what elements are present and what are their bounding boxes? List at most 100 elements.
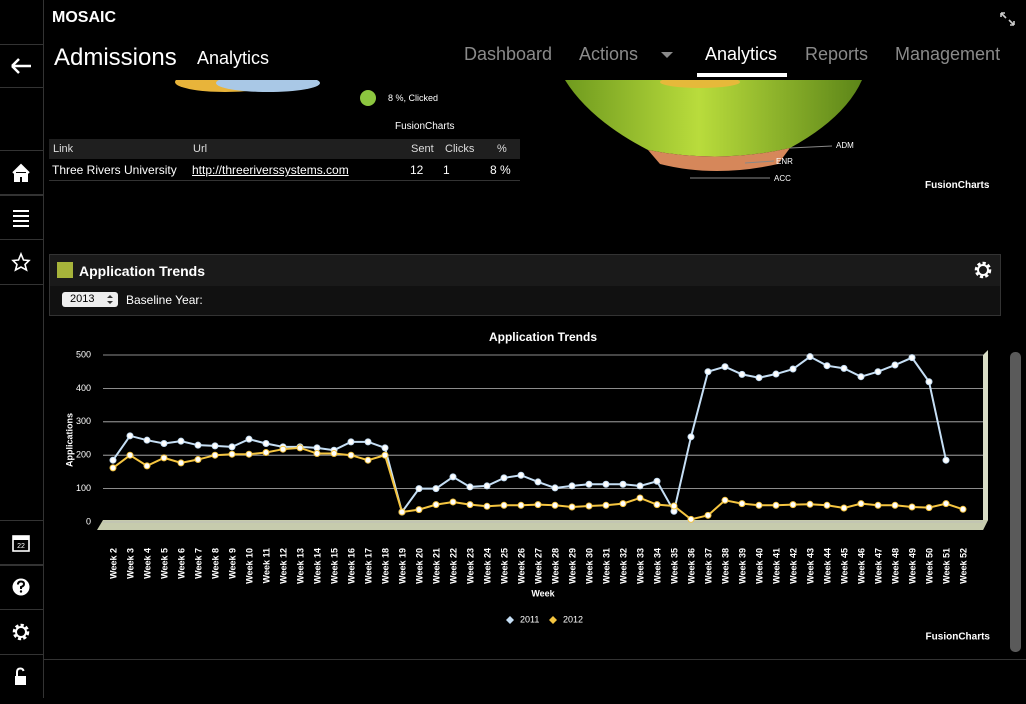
data-point bbox=[449, 473, 457, 481]
data-point bbox=[636, 494, 644, 502]
nav-item[interactable]: Analytics bbox=[705, 44, 778, 64]
line-chart: Application Trends Applications Week Fusion… bbox=[64, 330, 991, 643]
table-cell: 1 bbox=[443, 163, 450, 177]
funnel-bottom bbox=[648, 148, 790, 171]
data-point bbox=[602, 480, 610, 488]
x-tick-label: Week 36 bbox=[686, 548, 696, 584]
data-point bbox=[534, 501, 542, 509]
table-link[interactable]: http://threeriverssystems.com bbox=[192, 163, 349, 177]
top-charts bbox=[175, 80, 862, 179]
back-button[interactable] bbox=[0, 44, 43, 88]
funnel-credit: FusionCharts bbox=[925, 180, 990, 191]
x-axis-label: Week bbox=[531, 588, 555, 598]
x-tick-label: Week 50 bbox=[924, 548, 934, 584]
data-point bbox=[194, 456, 202, 464]
legend-label: 2011 bbox=[520, 614, 539, 624]
data-point bbox=[823, 362, 831, 370]
data-point bbox=[806, 500, 814, 508]
data-point bbox=[500, 474, 508, 482]
data-point bbox=[619, 500, 627, 508]
x-tick-label: Week 32 bbox=[618, 548, 628, 584]
data-point bbox=[347, 438, 355, 446]
x-tick-label: Week 17 bbox=[363, 548, 373, 584]
y-axis-label: Applications bbox=[64, 413, 74, 467]
data-point bbox=[959, 505, 967, 513]
nav-item[interactable]: Dashboard bbox=[464, 44, 553, 64]
data-point bbox=[551, 484, 559, 492]
data-point bbox=[534, 478, 542, 486]
x-tick-label: Week 25 bbox=[499, 548, 509, 584]
table-row bbox=[49, 159, 520, 181]
lock-button[interactable] bbox=[0, 654, 43, 699]
data-point bbox=[109, 464, 117, 472]
table-cell: 8 % bbox=[490, 163, 511, 177]
scrollbar[interactable] bbox=[1010, 352, 1021, 652]
actions-caret[interactable] bbox=[660, 51, 674, 59]
x-tick-label: Week 48 bbox=[890, 548, 900, 584]
calendar-button[interactable]: 22 bbox=[0, 520, 43, 566]
data-point bbox=[908, 354, 916, 362]
data-point bbox=[177, 459, 185, 467]
data-point bbox=[194, 441, 202, 449]
chart-title: Application Trends bbox=[489, 330, 597, 344]
x-tick-label: Week 45 bbox=[839, 548, 849, 584]
funnel-label: ENR bbox=[776, 157, 793, 166]
page-title: Admissions bbox=[54, 44, 177, 71]
x-tick-label: Week 28 bbox=[550, 548, 560, 584]
x-tick-label: Week 2 bbox=[108, 548, 118, 579]
chart-credit: FusionCharts bbox=[926, 632, 991, 643]
nav-item[interactable]: Reports bbox=[805, 44, 869, 64]
data-point bbox=[619, 480, 627, 488]
data-point bbox=[228, 450, 236, 458]
data-point bbox=[942, 456, 950, 464]
baseline-label: Baseline Year: bbox=[126, 293, 203, 307]
data-point bbox=[296, 444, 304, 452]
funnel-top bbox=[660, 80, 740, 88]
data-point bbox=[313, 444, 321, 452]
data-point bbox=[772, 370, 780, 378]
x-tick-label: Week 46 bbox=[856, 548, 866, 584]
data-point bbox=[653, 501, 661, 509]
home-button[interactable] bbox=[0, 150, 43, 196]
y-tick-label: 500 bbox=[76, 349, 91, 359]
nav-item[interactable]: Actions bbox=[579, 44, 639, 64]
x-tick-label: Week 26 bbox=[516, 548, 526, 584]
legend-label: 2012 bbox=[563, 614, 583, 624]
data-point bbox=[483, 482, 491, 490]
x-tick-label: Week 9 bbox=[227, 548, 237, 579]
data-point bbox=[857, 373, 865, 381]
expand-icon[interactable] bbox=[998, 10, 1018, 28]
panel-settings[interactable] bbox=[972, 259, 994, 281]
data-point bbox=[517, 501, 525, 509]
x-tick-label: Week 21 bbox=[431, 548, 441, 584]
year-select[interactable]: 2013 bbox=[62, 292, 118, 307]
x-tick-label: Week 20 bbox=[414, 548, 424, 584]
data-point bbox=[772, 501, 780, 509]
x-tick-label: Week 8 bbox=[210, 548, 220, 579]
y-tick-label: 0 bbox=[86, 516, 91, 526]
data-point bbox=[262, 440, 270, 448]
x-tick-label: Week 37 bbox=[703, 548, 713, 584]
y-tick-label: 400 bbox=[76, 383, 91, 393]
back-icon bbox=[11, 58, 31, 74]
data-point bbox=[109, 456, 117, 464]
data-point bbox=[823, 501, 831, 509]
favorites-button[interactable] bbox=[0, 239, 43, 285]
data-point bbox=[364, 456, 372, 464]
nav-item[interactable]: Management bbox=[895, 44, 1001, 64]
data-point bbox=[347, 451, 355, 459]
data-point bbox=[211, 442, 219, 450]
table-cell: Three Rivers University bbox=[52, 163, 177, 177]
chart-wall bbox=[983, 350, 988, 530]
x-tick-label: Week 15 bbox=[329, 548, 339, 584]
data-point bbox=[874, 501, 882, 509]
top-bar: MOSAIC Admissions Analytics Dashboard Act… bbox=[44, 0, 1026, 80]
table-header: Clicks bbox=[445, 143, 475, 155]
x-tick-label: Week 49 bbox=[907, 548, 917, 584]
x-tick-label: Week 11 bbox=[261, 548, 271, 583]
data-point bbox=[432, 501, 440, 509]
panel-title: Application Trends bbox=[79, 263, 206, 279]
year-select-value: 2013 bbox=[70, 293, 95, 305]
pie-fragment bbox=[216, 80, 320, 92]
data-point bbox=[143, 462, 151, 470]
